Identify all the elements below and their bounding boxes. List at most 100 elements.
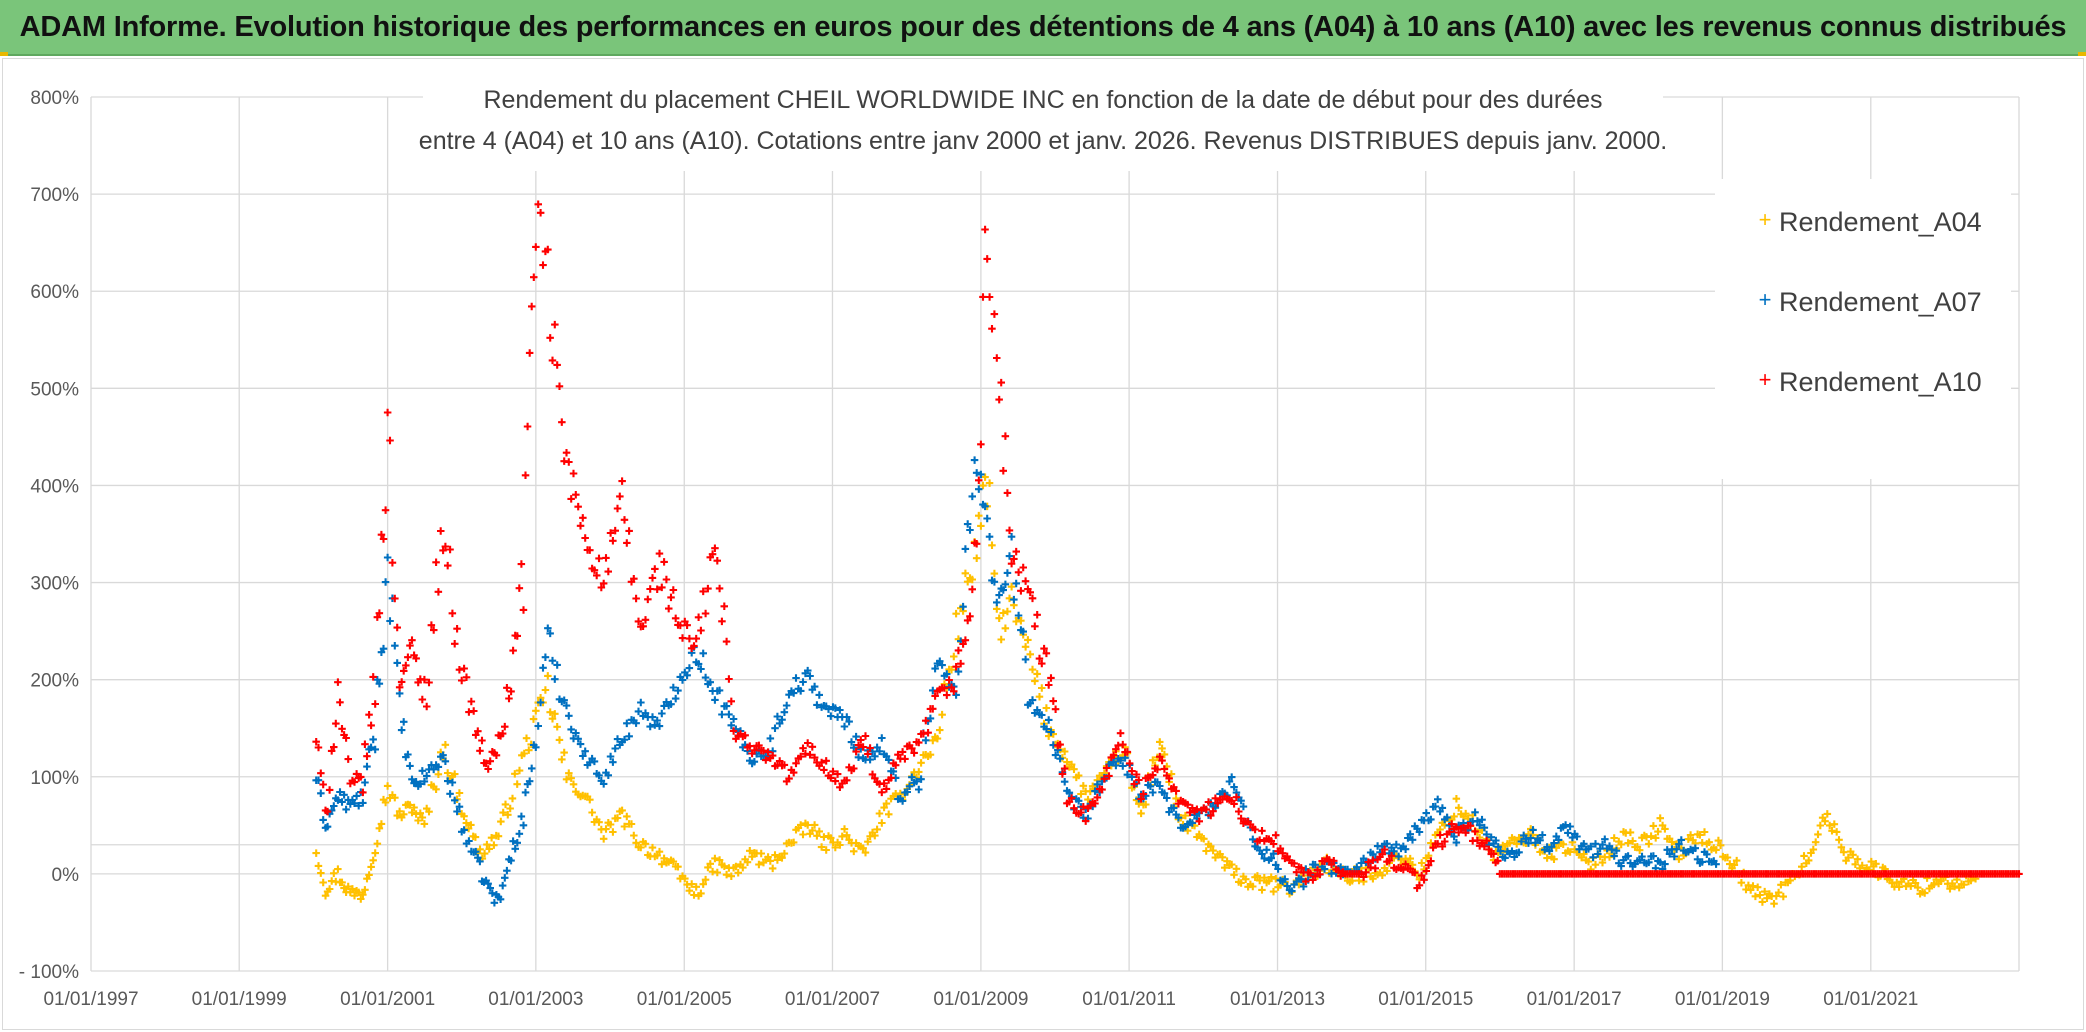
data-point <box>771 851 779 859</box>
data-point <box>529 715 538 723</box>
data-point <box>1209 807 1217 815</box>
data-point <box>1429 843 1437 852</box>
data-point <box>1492 836 1500 845</box>
data-point <box>441 741 450 749</box>
data-point <box>501 800 510 809</box>
data-point <box>1362 868 1370 877</box>
data-point <box>977 470 985 479</box>
data-point <box>687 880 696 888</box>
data-point <box>1809 845 1818 854</box>
data-point <box>498 729 507 738</box>
data-point <box>885 756 893 764</box>
data-point <box>1132 770 1141 779</box>
data-point <box>506 804 514 813</box>
data-point <box>1601 835 1609 843</box>
data-point <box>453 807 461 816</box>
data-point <box>1517 837 1526 846</box>
data-point <box>359 788 367 797</box>
data-point <box>1418 859 1426 867</box>
data-point <box>560 748 568 757</box>
report-banner: ADAM Informe. Evolution historique des p… <box>0 0 2086 56</box>
legend-background <box>1715 179 2011 479</box>
data-point <box>1239 802 1248 811</box>
data-point <box>936 726 944 734</box>
data-point <box>319 878 327 887</box>
data-point <box>908 744 916 753</box>
data-point <box>1858 861 1866 870</box>
data-point <box>1441 837 1449 846</box>
data-point <box>810 753 819 762</box>
data-point <box>478 736 486 745</box>
data-point <box>1038 659 1046 668</box>
data-point <box>1452 795 1461 803</box>
data-point <box>532 707 540 715</box>
data-point <box>487 834 496 842</box>
data-point <box>1297 875 1305 884</box>
data-point <box>427 621 436 629</box>
data-point <box>697 626 705 635</box>
y-tick-label: 0% <box>52 865 80 886</box>
data-point <box>430 765 438 774</box>
data-point <box>658 709 666 718</box>
data-point <box>1723 853 1732 862</box>
data-point <box>674 686 682 695</box>
data-point <box>611 744 619 753</box>
data-point <box>938 661 946 669</box>
data-point <box>1237 879 1245 887</box>
data-point <box>1587 842 1595 851</box>
data-point <box>453 625 461 633</box>
legend-marker-a07: + <box>1759 287 1772 312</box>
data-point <box>1130 780 1138 788</box>
data-point <box>1123 748 1132 756</box>
data-point <box>1045 681 1053 689</box>
data-point <box>1042 704 1051 712</box>
points-layer <box>312 200 2023 908</box>
data-point <box>637 843 645 852</box>
data-point <box>611 526 619 535</box>
data-point <box>462 819 471 827</box>
data-point <box>1047 674 1055 682</box>
data-point <box>815 827 823 836</box>
data-point <box>915 738 923 747</box>
data-point <box>1100 775 1109 783</box>
data-point <box>1119 740 1127 749</box>
data-point <box>1494 857 1502 865</box>
data-point <box>1364 858 1372 866</box>
data-point <box>1677 836 1685 844</box>
data-point <box>408 775 416 784</box>
data-point <box>775 757 784 765</box>
data-point <box>397 726 406 734</box>
data-point <box>406 641 414 650</box>
data-point <box>1473 836 1482 845</box>
data-point <box>1102 764 1111 772</box>
data-point <box>1638 852 1646 861</box>
data-point <box>912 777 921 786</box>
data-point <box>1026 588 1034 597</box>
data-point <box>1267 854 1275 862</box>
data-point <box>579 514 587 522</box>
data-point <box>871 831 879 840</box>
data-point <box>534 200 542 208</box>
data-point <box>808 826 817 835</box>
data-point <box>471 833 480 841</box>
data-point <box>947 683 956 692</box>
data-point <box>641 840 650 848</box>
data-point <box>1700 828 1709 836</box>
data-point <box>852 732 860 741</box>
data-point <box>388 559 397 567</box>
data-point <box>1163 794 1171 802</box>
data-point <box>750 758 759 766</box>
data-point <box>1462 809 1470 818</box>
data-point <box>567 774 575 782</box>
data-point <box>367 863 375 871</box>
data-point <box>762 756 770 764</box>
data-point <box>697 665 705 673</box>
data-point <box>476 845 484 853</box>
x-tick-label: 01/01/2017 <box>1527 989 1622 1010</box>
data-point <box>1531 839 1540 847</box>
data-point <box>586 758 594 767</box>
data-point <box>344 755 352 763</box>
data-point <box>861 732 870 740</box>
data-point <box>954 646 963 655</box>
data-point <box>1816 821 1825 830</box>
